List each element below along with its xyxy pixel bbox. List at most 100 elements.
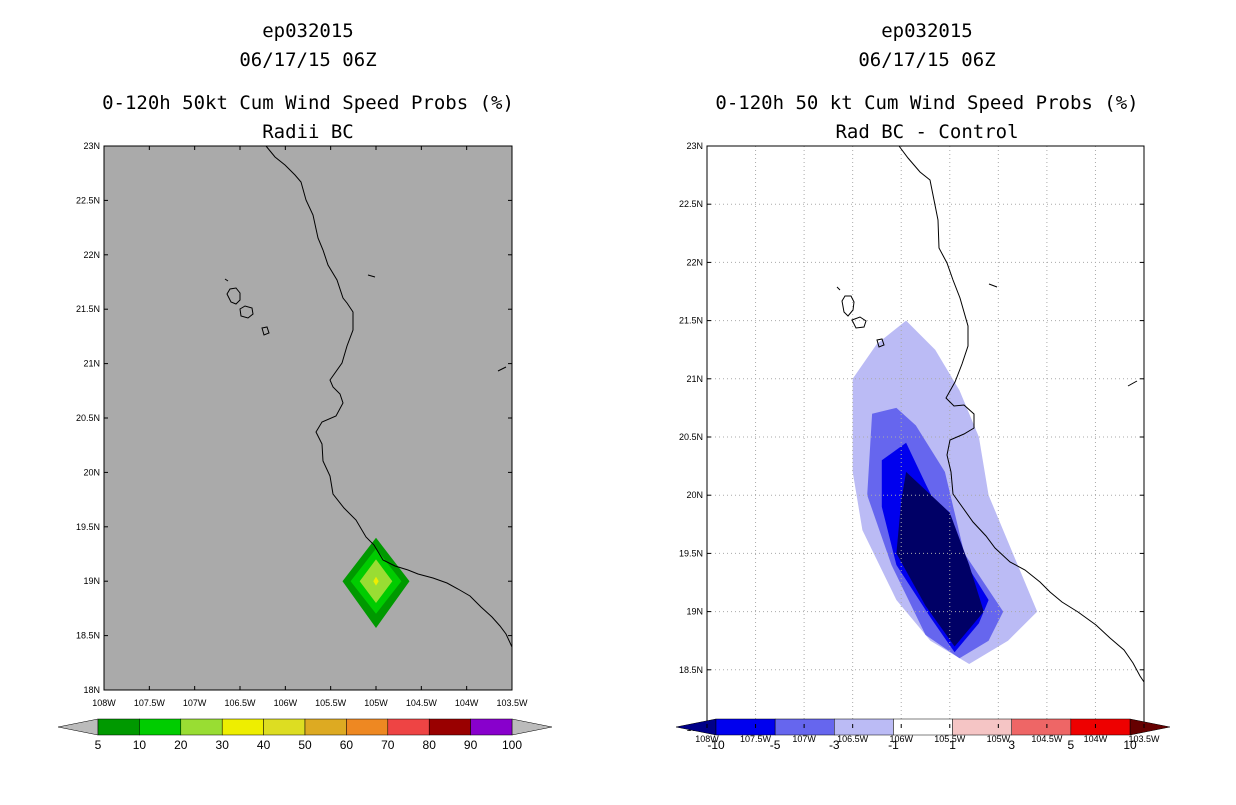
colorbar-label: 10 [1123, 738, 1137, 752]
colorbar-label: 60 [340, 738, 354, 752]
colorbar-label: 40 [257, 738, 271, 752]
colorbar-swatch [715, 718, 776, 736]
colorbar-swatch [774, 718, 835, 736]
left-coastline [224, 145, 513, 648]
colorbar-swatch [346, 718, 389, 736]
colorbar-swatch [1070, 718, 1131, 736]
colorbar-swatch [952, 718, 1012, 736]
x-tick-label: 104W [1084, 734, 1108, 744]
left-island-2 [239, 305, 254, 319]
x-tick-label: 105W [987, 734, 1011, 744]
right-x-axis: 108W 107.5W 107W 106.5W 106W 105.5W 105W 104.5W… [695, 724, 1160, 744]
colorbar-arrow-high [1129, 718, 1171, 736]
x-tick-label: 107W [183, 698, 207, 708]
left-island-1 [226, 287, 241, 305]
right-islet-2 [836, 286, 841, 291]
x-tick-label: 105.5W [315, 698, 347, 708]
colorbar-label: 50 [298, 738, 312, 752]
left-title-line-2: 06/17/15 06Z [239, 49, 376, 71]
y-tick-label: 18.5N [679, 665, 703, 675]
x-tick-label: 108W [695, 734, 719, 744]
colorbar-swatch [1011, 718, 1072, 736]
y-tick-label: 23N [83, 141, 100, 151]
x-tick-label: 106.5W [224, 698, 256, 708]
colorbar-swatch [893, 718, 953, 736]
left-island-3 [261, 326, 270, 336]
right-islet-1 [988, 283, 998, 288]
y-tick-label: 23N [686, 141, 703, 151]
colorbar-label: -10 [707, 738, 725, 752]
colorbar-label: 90 [464, 738, 478, 752]
y-tick-label: 20.5N [76, 413, 100, 423]
y-tick-label: 18N [83, 685, 100, 695]
left-y-axis: 18N 18.5N 19N 19.5N 20N 20.5N 21N 21.5N 22N 22.5N… [76, 141, 512, 695]
y-tick-label: 21.5N [679, 316, 703, 326]
colorbar-label: 5 [95, 738, 102, 752]
y-tick-label: 19.5N [679, 548, 703, 558]
colorbar-label: 30 [216, 738, 230, 752]
left-islet-2 [224, 278, 229, 282]
colorbar-label: 80 [423, 738, 437, 752]
x-tick-label: 105.5W [934, 734, 966, 744]
left-title-line-3: 0-120h 50kt Cum Wind Speed Probs (%) [102, 92, 514, 114]
y-tick-label: 21N [686, 374, 703, 384]
right-title-line-3: 0-120h 50 kt Cum Wind Speed Probs (%) [715, 92, 1138, 114]
y-tick-label: 20N [686, 490, 703, 500]
y-tick-label: 22N [83, 250, 100, 260]
right-title-line-2: 06/17/15 06Z [858, 49, 995, 71]
colorbar-swatch [97, 718, 140, 736]
left-mainland-coast [265, 145, 513, 648]
colorbar-label: 1 [949, 738, 956, 752]
contour-region-level--10 [896, 471, 984, 647]
x-tick-label: 107.5W [134, 698, 166, 708]
y-tick-label: 22.5N [76, 195, 100, 205]
colorbar-swatch [221, 718, 264, 736]
left-title-line-4: Radii BC [262, 121, 354, 143]
colorbar-label: 3 [1008, 738, 1015, 752]
colorbar-label: -1 [888, 738, 899, 752]
x-tick-label: 104.5W [1031, 734, 1063, 744]
right-chart: ep032015 06/17/15 06Z 0-120h 50 kt Cum W… [675, 20, 1171, 752]
x-tick-label: 103.5W [1128, 734, 1160, 744]
colorbar-swatch [304, 718, 347, 736]
right-island-3 [876, 338, 885, 348]
right-island-2 [851, 316, 867, 329]
colorbar-swatch [387, 718, 430, 736]
y-tick-label: 21N [83, 359, 100, 369]
colorbar-label: 70 [381, 738, 395, 752]
x-tick-label: 106W [274, 698, 298, 708]
left-map-background [104, 146, 512, 690]
y-tick-label: 22.5N [679, 199, 703, 209]
x-tick-label: 104.5W [406, 698, 438, 708]
left-colorbar: 5 10 20 30 40 50 60 70 80 90 100 [57, 718, 553, 752]
colorbar-swatch [470, 718, 513, 736]
x-tick-label: 107.5W [740, 734, 772, 744]
colorbar-label: 5 [1068, 738, 1075, 752]
colorbar-label: 100 [502, 738, 522, 752]
right-colorbar: -10 -5 -3 -1 1 3 5 10 [675, 718, 1171, 752]
right-gridlines [707, 146, 1144, 728]
colorbar-swatch [834, 718, 894, 736]
x-tick-label: 104W [455, 698, 479, 708]
x-tick-label: 103.5W [496, 698, 528, 708]
colorbar-swatch [180, 718, 223, 736]
x-tick-label: 105W [364, 698, 388, 708]
x-tick-label: 106.5W [837, 734, 869, 744]
y-tick-label: 18.5N [76, 631, 100, 641]
y-tick-label: 21.5N [76, 304, 100, 314]
left-probability-contours [342, 537, 410, 628]
left-title-line-1: ep032015 [262, 20, 354, 42]
y-tick-label: 19N [83, 576, 100, 586]
y-tick-label: 19N [686, 607, 703, 617]
y-tick-label: 20N [83, 467, 100, 477]
colorbar-swatch [139, 718, 182, 736]
right-mainland-coast [898, 145, 1145, 683]
colorbar-label: 10 [133, 738, 147, 752]
x-tick-label: 106W [889, 734, 913, 744]
colorbar-label: -3 [829, 738, 840, 752]
colorbar-label: 20 [174, 738, 188, 752]
colorbar-arrow-high [511, 718, 553, 736]
right-coastline [836, 145, 1145, 683]
colorbar-swatch [428, 718, 471, 736]
